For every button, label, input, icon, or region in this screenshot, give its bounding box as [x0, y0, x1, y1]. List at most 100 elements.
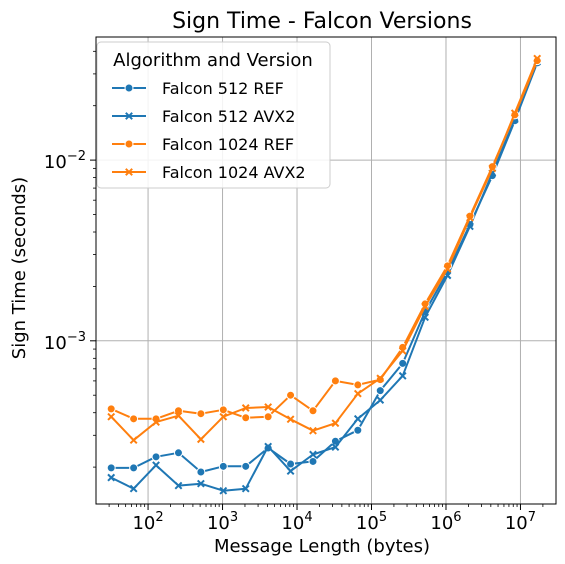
data-point [309, 426, 317, 435]
legend-marker [124, 139, 134, 149]
legend-title: Algorithm and Version [113, 50, 313, 71]
legend-entry: Falcon 512 REF [112, 79, 284, 98]
data-point [330, 376, 340, 386]
data-point [510, 109, 519, 118]
x-tick-base: 10 [132, 513, 155, 534]
data-point [421, 313, 430, 322]
legend-box [96, 41, 331, 189]
legend-label: Falcon 512 AVX2 [162, 107, 295, 126]
data-point [196, 467, 206, 477]
x-tick-label: 105 [356, 510, 387, 534]
x-tick-exponent: 6 [453, 510, 461, 525]
data-point [308, 456, 318, 466]
data-point [219, 486, 228, 495]
legend-label: Falcon 1024 REF [162, 135, 294, 154]
data-point [129, 414, 139, 424]
series-line [110, 61, 539, 492]
data-point [129, 436, 138, 445]
y-tick-label: 10−2 [44, 149, 86, 173]
data-point [264, 403, 273, 411]
data-point [241, 404, 250, 412]
x-tick-label: 107 [505, 510, 536, 534]
x-axis-label: Message Length (bytes) [214, 536, 430, 557]
data-point [174, 481, 183, 490]
data-point [196, 479, 205, 488]
x-tick-base: 10 [281, 513, 304, 534]
data-point [263, 412, 273, 422]
data-point [152, 418, 160, 426]
x-axis-ticks: 102 103 104 105 106 107 [108, 504, 544, 534]
data-point [331, 443, 340, 452]
data-point [286, 467, 295, 476]
data-point [173, 448, 183, 458]
legend-entry: Falcon 1024 REF [112, 135, 294, 154]
data-point [129, 463, 139, 473]
chart-title: Sign Time - Falcon Versions [172, 9, 472, 34]
legend-entry: Falcon 512 AVX2 [112, 107, 295, 126]
data-point [106, 404, 116, 414]
legend: Algorithm and Version Falcon 512 REFFalc… [96, 41, 331, 189]
data-point [421, 302, 430, 311]
data-point [375, 386, 385, 396]
data-point [353, 425, 363, 435]
y-tick-base: 10 [44, 152, 67, 173]
data-point [398, 371, 407, 380]
data-point [308, 406, 318, 416]
data-point [309, 450, 317, 459]
data-point [353, 414, 362, 423]
data-point [152, 461, 160, 470]
series-line [110, 58, 539, 442]
data-point [264, 442, 273, 451]
data-point [398, 346, 407, 355]
series-falcon-1024-avx2 [107, 54, 542, 445]
data-point [196, 409, 206, 419]
data-point [106, 463, 116, 473]
legend-label: Falcon 512 REF [162, 79, 284, 98]
x-tick-exponent: 3 [230, 510, 238, 525]
data-point [466, 213, 474, 222]
legend-entry: Falcon 1024 AVX2 [112, 163, 306, 182]
x-tick-base: 10 [356, 513, 379, 534]
y-tick-exponent: −3 [67, 330, 86, 345]
x-tick-exponent: 2 [155, 510, 163, 525]
data-point [286, 459, 296, 469]
data-point [286, 415, 295, 424]
data-point [129, 484, 138, 493]
x-tick-exponent: 7 [528, 510, 536, 525]
data-point [286, 390, 296, 400]
data-point [218, 461, 228, 471]
series-layer [106, 54, 542, 495]
legend-marker [125, 112, 133, 120]
data-point [218, 405, 228, 415]
axes [95, 36, 557, 505]
x-tick-base: 10 [430, 513, 453, 534]
x-tick-exponent: 5 [379, 510, 387, 525]
data-point [241, 484, 250, 493]
x-tick-label: 103 [207, 510, 238, 534]
plot-frame [95, 36, 557, 505]
y-axis-ticks: 10−310−2 [44, 50, 96, 468]
data-point [443, 264, 452, 273]
data-point [151, 452, 161, 462]
y-tick-label: 10−3 [44, 330, 86, 354]
y-axis-label: Sign Time (seconds) [9, 177, 30, 359]
x-tick-label: 106 [430, 510, 461, 534]
data-point [533, 54, 542, 63]
data-point [219, 412, 228, 421]
legend-label: Falcon 1024 AVX2 [162, 163, 306, 182]
data-point [331, 419, 340, 428]
x-tick-base: 10 [505, 513, 528, 534]
data-point [241, 461, 251, 471]
data-point [107, 473, 116, 482]
x-tick-base: 10 [207, 513, 230, 534]
legend-marker [124, 83, 134, 93]
legend-entries: Falcon 512 REF Falcon 512 AVX2 Falcon 1024… [112, 79, 306, 182]
data-point [241, 413, 251, 423]
y-tick-base: 10 [44, 333, 67, 354]
y-tick-exponent: −2 [67, 149, 86, 164]
data-point [174, 411, 183, 420]
data-point [196, 435, 205, 444]
data-point [488, 164, 497, 173]
data-point [376, 396, 385, 404]
